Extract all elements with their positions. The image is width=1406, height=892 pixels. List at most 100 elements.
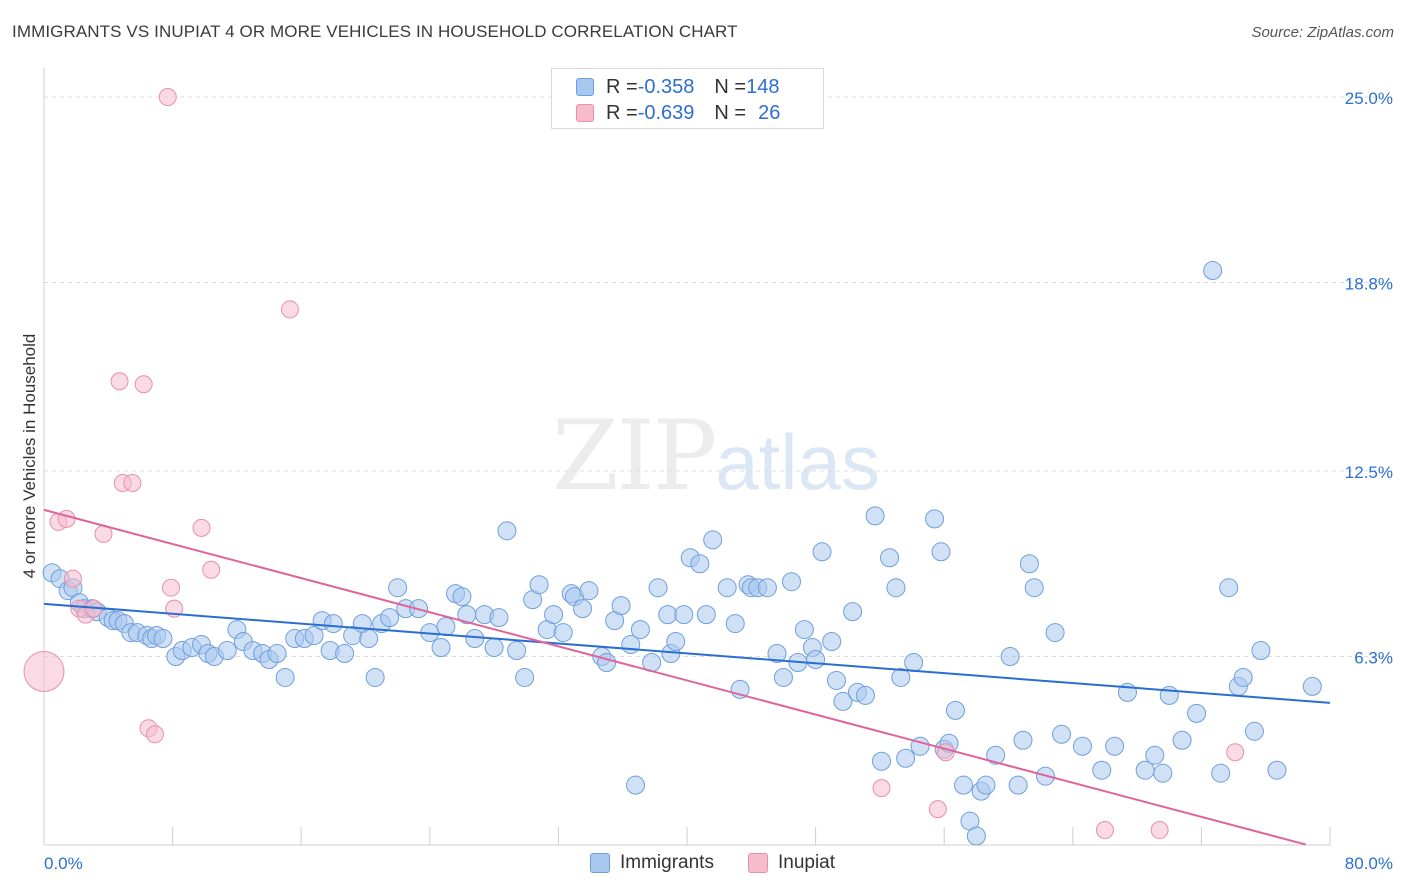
immigrants-point xyxy=(886,578,906,598)
immigrants-swatch xyxy=(576,78,594,96)
immigrants-point xyxy=(1019,554,1039,574)
immigrants-point xyxy=(1145,745,1165,765)
immigrants-point xyxy=(891,667,911,687)
immigrants-point xyxy=(1052,724,1072,744)
correlation-legend: R = -0.358 N = 148 R = -0.639 N = 26 xyxy=(551,68,824,129)
immigrants-point xyxy=(388,578,408,598)
immigrants-point xyxy=(515,667,535,687)
immigrants-point xyxy=(484,638,504,658)
legend-r-value: -0.639 xyxy=(637,101,695,124)
chart-title: IMMIGRANTS VS INUPIAT 4 OR MORE VEHICLES… xyxy=(12,22,738,41)
inupiat-point xyxy=(134,375,153,394)
immigrants-point xyxy=(658,605,678,625)
inupiat-point xyxy=(202,560,221,579)
immigrants-point xyxy=(690,554,710,574)
inupiat-point xyxy=(110,372,129,391)
immigrants-point xyxy=(648,578,668,598)
immigrants-point xyxy=(773,667,793,687)
y-tick-label: 18.8% xyxy=(1345,275,1393,294)
immigrants-point xyxy=(597,652,617,672)
immigrants-point xyxy=(872,751,892,771)
immigrants-point xyxy=(497,521,517,541)
immigrants-point xyxy=(1153,763,1173,783)
immigrants-point xyxy=(544,605,564,625)
immigrants-point xyxy=(1251,641,1271,661)
immigrants-point xyxy=(1244,721,1264,741)
immigrants-point xyxy=(904,652,924,672)
immigrants-point xyxy=(976,775,996,795)
immigrants-point xyxy=(794,620,814,640)
immigrants-point xyxy=(1092,760,1112,780)
legend-r-label: R = xyxy=(606,75,638,98)
immigrants-point xyxy=(725,614,745,634)
immigrants-point xyxy=(529,575,549,595)
immigrants-point xyxy=(304,626,324,646)
immigrants-point xyxy=(275,667,295,687)
immigrants-legend-swatch xyxy=(590,853,610,873)
immigrants-point xyxy=(833,691,853,711)
legend-n-label: N = xyxy=(714,101,747,124)
immigrants-point xyxy=(217,641,237,661)
inupiat-trend-line xyxy=(43,508,1307,846)
watermark-atlas: atlas xyxy=(715,418,880,506)
legend-r-label: R = xyxy=(606,101,638,124)
legend-r-value: -0.358 xyxy=(637,75,695,98)
inupiat-point xyxy=(1150,821,1169,840)
immigrants-point xyxy=(781,572,801,592)
inupiat-point xyxy=(57,509,76,528)
legend-n-label: N = xyxy=(714,75,747,98)
legend-row-immigrants: R = -0.358 N = 148 xyxy=(576,75,779,99)
immigrants-point xyxy=(986,745,1006,765)
inupiat-legend-swatch xyxy=(747,853,768,873)
immigrants-point xyxy=(806,649,826,669)
immigrants-point xyxy=(953,775,973,795)
immigrants-point xyxy=(553,623,573,643)
immigrants-point xyxy=(626,775,646,795)
watermark: ZIPatlas xyxy=(552,400,880,512)
legend-n-value: 26 xyxy=(758,101,781,124)
immigrants-point xyxy=(1024,578,1044,598)
immigrants-point xyxy=(666,632,686,652)
inupiat-point xyxy=(123,473,142,492)
immigrants-point xyxy=(855,685,875,705)
immigrants-point xyxy=(703,530,723,550)
series-legend-inupiat: Inupiat xyxy=(747,852,835,874)
legend-n-value: 148 xyxy=(746,75,780,98)
x-tick-label: 80.0% xyxy=(1345,854,1393,873)
immigrants-point xyxy=(380,608,400,628)
inupiat-swatch xyxy=(576,104,594,122)
inupiat-point xyxy=(161,578,180,597)
immigrants-point xyxy=(1219,578,1239,598)
immigrants-point xyxy=(465,629,485,649)
immigrants-legend-label: Immigrants xyxy=(620,852,714,873)
immigrants-point xyxy=(925,509,945,529)
y-tick-label: 25.0% xyxy=(1345,89,1393,108)
inupiat-point xyxy=(192,518,211,537)
immigrants-point xyxy=(1267,760,1287,780)
immigrants-point xyxy=(1072,736,1092,756)
x-tick-label: 0.0% xyxy=(44,854,83,873)
immigrants-point xyxy=(1233,667,1253,687)
immigrants-point xyxy=(1187,703,1207,723)
immigrants-point xyxy=(335,644,355,664)
inupiat-point xyxy=(936,743,955,762)
immigrants-point xyxy=(931,542,951,562)
immigrants-point xyxy=(611,596,631,616)
inupiat-point xyxy=(23,650,65,692)
immigrants-point xyxy=(865,506,885,526)
inupiat-point xyxy=(280,300,299,319)
immigrants-point xyxy=(1045,623,1065,643)
inupiat-point xyxy=(872,779,891,798)
immigrants-point xyxy=(1302,676,1322,696)
immigrants-point xyxy=(822,632,842,652)
immigrants-point xyxy=(1013,730,1033,750)
immigrants-point xyxy=(436,617,456,637)
immigrants-point xyxy=(1008,775,1028,795)
immigrants-point xyxy=(674,605,694,625)
immigrants-point xyxy=(359,629,379,649)
immigrants-point xyxy=(717,578,737,598)
series-legend: Immigrants Inupiat xyxy=(590,852,869,874)
immigrants-point xyxy=(431,638,451,658)
immigrants-point xyxy=(365,667,385,687)
